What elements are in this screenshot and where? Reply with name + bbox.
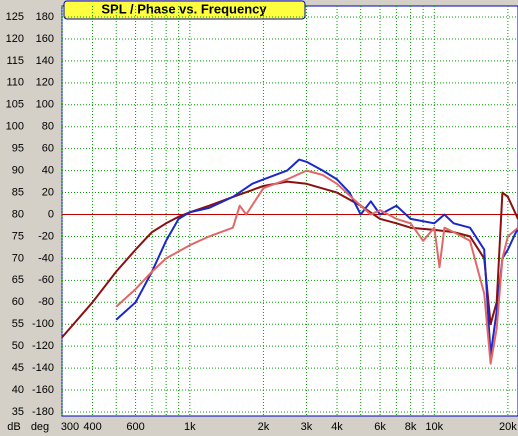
y2-axis-label: deg [31, 421, 49, 433]
y2-tick-label: -60 [38, 274, 54, 286]
y2-tick-label: -120 [32, 340, 54, 352]
y2-tick-label: 180 [36, 11, 54, 23]
series-line [115, 158, 518, 356]
y-tick-label: 80 [12, 208, 24, 220]
y2-tick-label: 140 [36, 55, 54, 67]
y2-tick-label: -80 [38, 296, 54, 308]
y2-tick-label: 160 [36, 33, 54, 45]
y-tick-label: 65 [12, 274, 24, 286]
y2-tick-label: 100 [36, 99, 54, 111]
plot-area [61, 5, 518, 417]
y2-tick-label: 20 [42, 186, 54, 198]
y2-tick-label: -100 [32, 318, 54, 330]
series-line [115, 169, 518, 365]
y-tick-label: 110 [6, 77, 24, 89]
x-tick-label: 400 [83, 421, 101, 433]
y2-tick-label: 0 [48, 208, 54, 220]
y-tick-label: 70 [12, 252, 24, 264]
x-tick-label: 1k [184, 421, 196, 433]
y2-tick-label: -180 [32, 406, 54, 418]
y-tick-label: 125 [6, 11, 24, 23]
x-tick-label: 600 [126, 421, 144, 433]
y2-tick-label: 60 [42, 143, 54, 155]
y-axis-label: dB [7, 421, 20, 433]
y-tick-label: 100 [6, 121, 24, 133]
y-tick-label: 95 [12, 143, 24, 155]
y-tick-label: 60 [12, 296, 24, 308]
x-tick-label: 4k [331, 421, 343, 433]
x-tick-label: 2k [258, 421, 270, 433]
chart-title: SPL / Phase vs. Frequency [101, 1, 267, 16]
y-tick-label: 105 [6, 99, 24, 111]
x-tick-label: 3k [301, 421, 313, 433]
y2-tick-label: 120 [36, 77, 54, 89]
y2-tick-label: -160 [32, 384, 54, 396]
y2-tick-label: 40 [42, 165, 54, 177]
x-tick-label: 6k [374, 421, 386, 433]
title-box [63, 0, 306, 20]
series-line [61, 180, 518, 339]
y2-tick-label: -40 [38, 252, 54, 264]
y-tick-label: 85 [12, 186, 24, 198]
x-tick-label: 10k [425, 421, 443, 433]
x-tick-label: 20k [499, 421, 517, 433]
y-tick-label: 50 [12, 340, 24, 352]
y2-tick-label: -140 [32, 362, 54, 374]
y-tick-label: 45 [12, 362, 24, 374]
y-tick-label: 90 [12, 165, 24, 177]
y-tick-label: 55 [12, 318, 24, 330]
y-tick-label: 40 [12, 384, 24, 396]
x-tick-label: 300 [61, 421, 79, 433]
y2-tick-label: -20 [38, 230, 54, 242]
x-tick-label: 8k [405, 421, 417, 433]
y2-tick-label: 80 [42, 121, 54, 133]
y-tick-label: 115 [6, 55, 24, 67]
y-tick-label: 35 [12, 406, 24, 418]
y-tick-label: 75 [12, 230, 24, 242]
y-tick-label: 120 [6, 33, 24, 45]
